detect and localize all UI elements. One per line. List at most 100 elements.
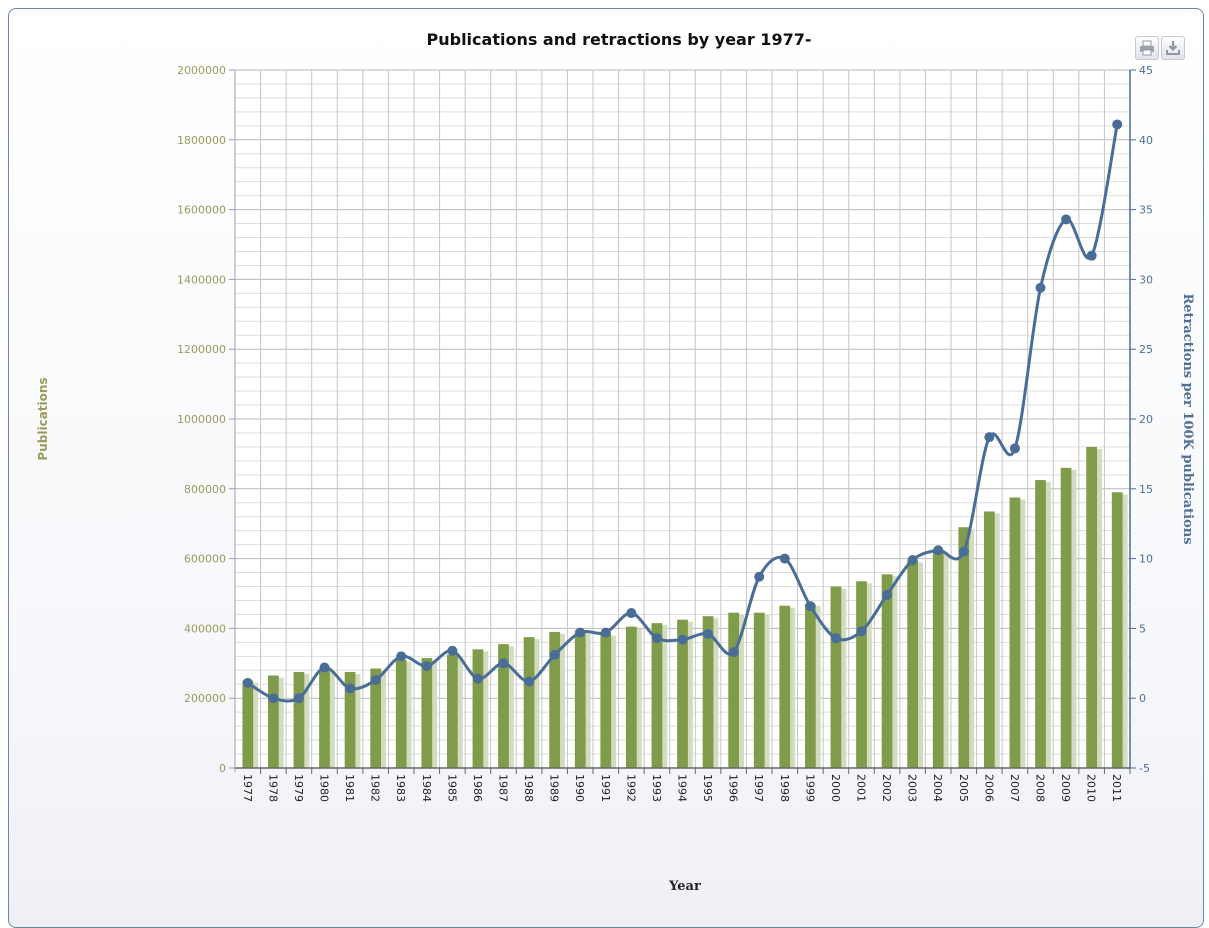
x-tick-label: 2010 (1085, 774, 1098, 802)
y-left-tick-label: 1000000 (177, 413, 226, 426)
download-icon (1166, 41, 1180, 55)
x-tick-label: 1992 (624, 774, 637, 802)
line-point (882, 589, 893, 600)
x-tick-label: 1982 (369, 774, 382, 802)
y-right-tick-label: 45 (1139, 64, 1153, 77)
x-tick-label: 1987 (497, 774, 510, 802)
y-left-tick-label: 800000 (184, 483, 226, 496)
printer-icon (1140, 40, 1154, 56)
line-point (421, 661, 432, 672)
y-left-axis-title: Publications (36, 377, 50, 460)
x-tick-label: 2008 (1034, 774, 1047, 802)
bar (958, 527, 970, 768)
bar (370, 668, 382, 768)
line-point (677, 634, 688, 645)
bar (625, 626, 637, 768)
x-tick-label: 1985 (445, 774, 458, 802)
x-tick-label: 1991 (599, 774, 612, 802)
download-button[interactable] (1161, 36, 1185, 60)
bar (728, 612, 740, 768)
axes (229, 69, 1136, 774)
line-point (805, 601, 816, 612)
bar (267, 675, 279, 768)
y-left-tick-label: 1800000 (177, 134, 226, 147)
line-point (958, 546, 969, 557)
line-point (242, 677, 253, 688)
bar (1009, 497, 1021, 768)
line-point (472, 673, 483, 684)
line-points (242, 119, 1123, 704)
line-point (370, 675, 381, 686)
bar (932, 549, 944, 768)
x-tick-label: 1980 (318, 774, 331, 802)
bar (677, 619, 688, 768)
y-right-tick-label: 30 (1139, 273, 1153, 286)
bar (549, 631, 561, 768)
x-tick-label: 2003 (906, 774, 919, 802)
chart-title: Publications and retractions by year 197… (427, 30, 812, 49)
bar (600, 633, 612, 768)
line-point (779, 553, 790, 564)
x-tick-label: 2005 (957, 774, 970, 802)
x-tick-label: 1978 (266, 774, 279, 802)
bar (395, 659, 407, 768)
x-tick-label: 2006 (982, 774, 995, 802)
y-right-tick-label: 40 (1139, 134, 1153, 147)
line-point (524, 676, 535, 687)
y-right-tick-label: -5 (1139, 762, 1150, 775)
x-tick-label: 1995 (701, 774, 714, 802)
y-right-tick-label: 5 (1139, 622, 1146, 635)
bar (421, 658, 433, 768)
x-tick-label: 1983 (394, 774, 407, 802)
line-point (447, 645, 458, 656)
line-point (268, 693, 279, 704)
line-point (345, 683, 356, 694)
x-tick-label: 2001 (855, 774, 868, 802)
bar (574, 630, 586, 768)
bar (856, 581, 867, 768)
x-tick-label: 2011 (1110, 774, 1123, 802)
line-point (1035, 282, 1046, 293)
line-point (984, 432, 995, 443)
print-button[interactable] (1135, 36, 1159, 60)
y-right-axis-title: Retractions per 100K publications (1180, 293, 1195, 544)
bar (1035, 480, 1046, 768)
x-tick-label: 1977 (241, 774, 254, 802)
bar (830, 586, 842, 768)
chart-canvas: 0 200000 400000 600000 800000 1000000 1200000 1… (36, 30, 1195, 894)
x-tick-label: 2002 (880, 774, 893, 802)
x-tick-label: 2000 (829, 774, 842, 802)
bar (293, 672, 305, 768)
x-tick-label: 1999 (803, 774, 816, 802)
x-tick-label: 1990 (573, 774, 586, 802)
bar (983, 511, 995, 768)
bar (1086, 446, 1098, 768)
bar (344, 672, 356, 768)
x-tick-label: 1981 (343, 774, 356, 802)
bar (472, 649, 484, 768)
line-point (856, 626, 867, 637)
line-point (933, 545, 944, 556)
line-point (703, 628, 714, 639)
x-tick-label: 1994 (676, 774, 689, 802)
x-tick-label: 1996 (727, 774, 740, 802)
line-point (498, 658, 509, 669)
bar (1111, 492, 1123, 768)
bar (804, 603, 816, 768)
bar (446, 654, 458, 768)
line-point (600, 627, 611, 638)
bar (319, 670, 330, 768)
x-tick-label: 1989 (548, 774, 561, 802)
y-left-tick-label: 1400000 (177, 273, 226, 286)
line-point (575, 627, 586, 638)
bar (702, 616, 714, 768)
line-point (651, 633, 662, 644)
y-right-tick-label: 15 (1139, 483, 1153, 496)
x-tick-label: 1984 (420, 774, 433, 802)
y-right-tick-label: 25 (1139, 343, 1153, 356)
line-point (907, 554, 918, 565)
chart-frame: 0 200000 400000 600000 800000 1000000 1200000 1… (8, 8, 1204, 928)
bar (907, 560, 919, 768)
y-left-tick-label: 0 (219, 762, 226, 775)
x-tick-label: 2009 (1059, 774, 1072, 802)
